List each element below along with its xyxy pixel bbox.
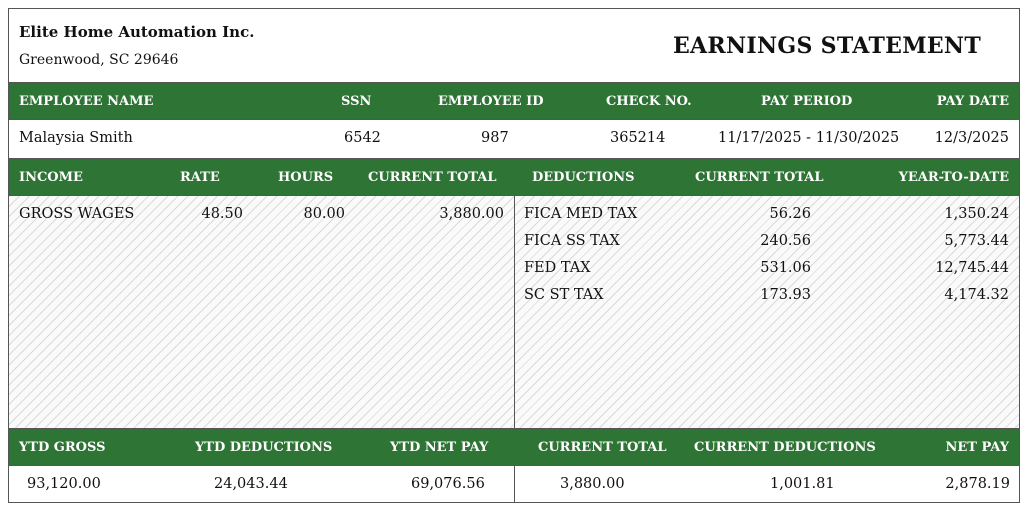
hours-header: HOURS	[278, 170, 334, 185]
income-current-total: 3,880.00	[439, 206, 504, 222]
check-no-header: CHECK NO.	[606, 94, 692, 109]
current-deductions-header: CURRENT DEDUCTIONS	[694, 440, 876, 455]
check-number: 365214	[610, 130, 666, 146]
deduction-label: FED TAX	[524, 260, 591, 276]
earnings-statement: Elite Home Automation Inc. Greenwood, SC…	[8, 8, 1020, 503]
statement-header: Elite Home Automation Inc. Greenwood, SC…	[9, 9, 1019, 82]
ytd-gross-value: 93,120.00	[27, 476, 101, 492]
deduction-ytd: 5,773.44	[944, 233, 1009, 249]
year-to-date-header: YEAR-TO-DATE	[898, 170, 1009, 185]
company-address: Greenwood, SC 29646	[19, 52, 179, 68]
pay-date: 12/3/2025	[934, 130, 1009, 146]
deductions-header: DEDUCTIONS	[532, 170, 635, 185]
employee-id-header: EMPLOYEE ID	[438, 94, 544, 109]
summary-row: 93,120.00 24,043.44 69,076.56 3,880.00 1…	[9, 466, 1019, 503]
deduction-current-total: 173.93	[760, 287, 811, 303]
detail-header-band: INCOME RATE HOURS CURRENT TOTAL DEDUCTIO…	[9, 158, 1019, 196]
summary-header-band: YTD GROSS YTD DEDUCTIONS YTD NET PAY CUR…	[9, 428, 1019, 466]
income-current-total-header: CURRENT TOTAL	[368, 170, 497, 185]
detail-body: GROSS WAGES 48.50 80.00 3,880.00 FICA ME…	[9, 196, 1019, 428]
company-name: Elite Home Automation Inc.	[19, 23, 255, 41]
net-pay-value: 2,878.19	[945, 476, 1010, 492]
current-total-value: 3,880.00	[560, 476, 625, 492]
deduction-label: FICA MED TAX	[524, 206, 638, 222]
employee-id: 987	[481, 130, 509, 146]
ytd-gross-header: YTD GROSS	[19, 440, 106, 455]
employee-header-band: EMPLOYEE NAME SSN EMPLOYEE ID CHECK NO. …	[9, 82, 1019, 120]
deduction-current-total: 531.06	[760, 260, 811, 276]
employee-name: Malaysia Smith	[19, 130, 133, 146]
pay-date-header: PAY DATE	[936, 94, 1009, 109]
deduction-ytd: 4,174.32	[944, 287, 1009, 303]
deduction-ytd: 12,745.44	[935, 260, 1009, 276]
deduction-label: FICA SS TAX	[524, 233, 620, 249]
pay-period-header: PAY PERIOD	[761, 94, 853, 109]
current-total-header: CURRENT TOTAL	[538, 440, 667, 455]
ssn-header: SSN	[341, 94, 372, 109]
income-rate: 48.50	[201, 206, 243, 222]
current-deductions-value: 1,001.81	[770, 476, 835, 492]
employee-info-row: Malaysia Smith 6542 987 365214 11/17/202…	[9, 120, 1019, 158]
employee-ssn: 6542	[344, 130, 381, 146]
income-hours: 80.00	[303, 206, 345, 222]
deduction-label: SC ST TAX	[524, 287, 604, 303]
deduction-ytd: 1,350.24	[944, 206, 1009, 222]
ytd-net-pay-value: 69,076.56	[411, 476, 485, 492]
income-header: INCOME	[19, 170, 83, 185]
deduction-current-total: 56.26	[769, 206, 811, 222]
ytd-deductions-value: 24,043.44	[214, 476, 288, 492]
document-title: EARNINGS STATEMENT	[672, 33, 981, 59]
deductions-current-total-header: CURRENT TOTAL	[695, 170, 824, 185]
ytd-net-pay-header: YTD NET PAY	[390, 440, 489, 455]
rate-header: RATE	[180, 170, 220, 185]
deduction-current-total: 240.56	[760, 233, 811, 249]
ytd-deductions-header: YTD DEDUCTIONS	[195, 440, 333, 455]
net-pay-header: NET PAY	[945, 440, 1009, 455]
employee-name-header: EMPLOYEE NAME	[19, 94, 154, 109]
summary-divider	[514, 466, 515, 503]
pay-period: 11/17/2025 - 11/30/2025	[718, 130, 900, 146]
income-label: GROSS WAGES	[19, 206, 135, 222]
column-divider	[514, 196, 515, 428]
